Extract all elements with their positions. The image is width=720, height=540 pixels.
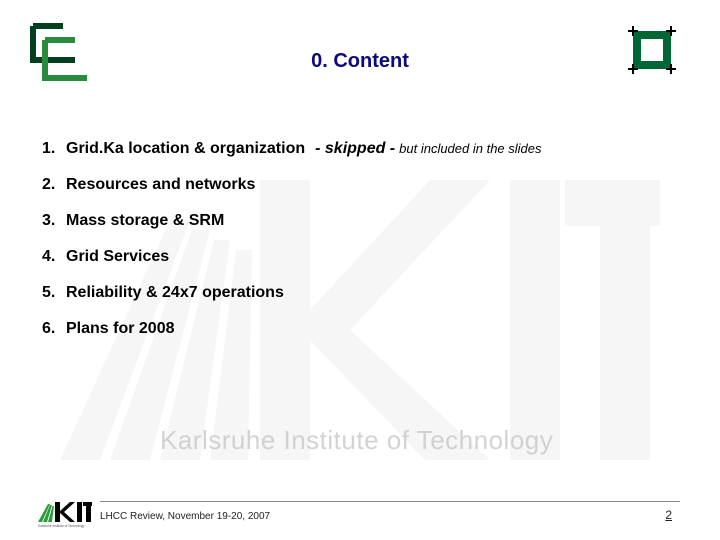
kit-footer-logo-icon: Karlsruhe Institute of Technology [38, 500, 92, 528]
footer-divider [100, 501, 680, 502]
page-number: 2 [665, 508, 672, 522]
item-text: Grid Services [66, 248, 169, 266]
slide: Karlsruhe Institute of Technology 0. Con… [0, 0, 720, 540]
slide-title: 0. Content [0, 50, 720, 73]
item-number: 6. [42, 320, 66, 338]
item-skipped: - skipped - [315, 140, 395, 158]
item-number: 5. [42, 284, 66, 302]
content-list: 1. Grid.Ka location & organization - ski… [42, 140, 682, 356]
item-number: 3. [42, 212, 66, 230]
list-item: 1. Grid.Ka location & organization - ski… [42, 140, 682, 158]
svg-text:Karlsruhe Institute of Technol: Karlsruhe Institute of Technology [38, 524, 85, 528]
item-text: Reliability & 24x7 operations [66, 284, 284, 302]
footer-text: LHCC Review, November 19-20, 2007 [100, 511, 270, 522]
item-number: 4. [42, 248, 66, 266]
item-text: Plans for 2008 [66, 320, 175, 338]
item-text: Resources and networks [66, 176, 255, 194]
item-text: Grid.Ka location & organization [66, 140, 305, 158]
list-item: 2. Resources and networks [42, 176, 682, 194]
list-item: 3. Mass storage & SRM [42, 212, 682, 230]
item-text: Mass storage & SRM [66, 212, 224, 230]
list-item: 5. Reliability & 24x7 operations [42, 284, 682, 302]
item-number: 1. [42, 140, 66, 158]
list-item: 6. Plans for 2008 [42, 320, 682, 338]
item-number: 2. [42, 176, 66, 194]
watermark-subtitle: Karlsruhe Institute of Technology [160, 425, 553, 456]
list-item: 4. Grid Services [42, 248, 682, 266]
item-note: but included in the slides [399, 141, 541, 156]
